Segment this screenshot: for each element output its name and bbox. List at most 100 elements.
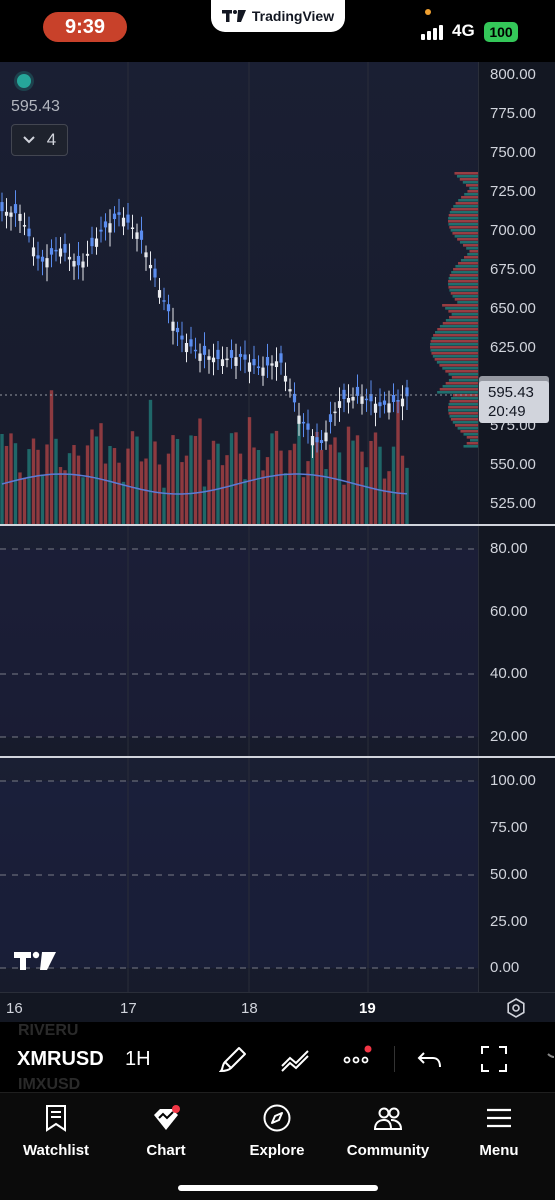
- volume-profile-bar: [452, 295, 478, 298]
- time-label: 19: [359, 1000, 376, 1017]
- brush-icon[interactable]: [219, 1044, 249, 1074]
- candle-body: [130, 227, 135, 229]
- volume-profile-bar: [448, 277, 478, 280]
- rsi-tick: 40.00: [490, 665, 528, 682]
- volume-profile-bar: [448, 286, 478, 289]
- candle-body: [247, 362, 252, 372]
- nav-watchlist[interactable]: Watchlist: [1, 1103, 111, 1163]
- volume-bar: [265, 457, 270, 524]
- nav-community[interactable]: Community: [333, 1103, 443, 1163]
- volume-profile-bar: [448, 373, 478, 376]
- volume-profile-bar: [430, 349, 478, 352]
- volume-bar: [94, 436, 99, 524]
- volume-bar: [63, 470, 67, 524]
- nav-menu[interactable]: Menu: [444, 1103, 554, 1163]
- volume-profile-bar: [434, 358, 478, 361]
- undo-icon[interactable]: [416, 1044, 446, 1074]
- candle-body: [13, 204, 18, 214]
- volume-bar: [171, 435, 175, 524]
- volume-profile-bar: [469, 439, 478, 442]
- volume-bar: [193, 436, 198, 524]
- volume-bar: [256, 450, 261, 524]
- volume-profile-bar: [431, 352, 478, 355]
- time-axis[interactable]: 16 17 18 19: [0, 992, 555, 1022]
- price-chart[interactable]: [0, 62, 478, 524]
- volume-profile-bar: [460, 430, 478, 433]
- volume-profile-bar: [449, 211, 478, 214]
- candle-body: [72, 261, 76, 267]
- candle-body: [378, 402, 382, 407]
- volume-bar: [310, 435, 315, 524]
- volume-bar: [40, 474, 45, 524]
- volume-bar: [382, 478, 387, 524]
- volume-bar: [202, 486, 207, 524]
- volume-profile-bar: [442, 367, 478, 370]
- volume-profile-bar: [453, 205, 478, 208]
- stochastic-scale[interactable]: 100.00 75.00 50.00 25.00 0.00: [478, 758, 555, 992]
- fullscreen-icon[interactable]: [479, 1044, 509, 1074]
- volume-bar: [328, 444, 333, 524]
- price-scale[interactable]: 800.00 775.00 750.00 725.00 700.00 675.0…: [478, 62, 555, 524]
- volume-bar: [274, 430, 279, 524]
- volume-bar: [54, 438, 58, 524]
- settings-gear-icon[interactable]: [506, 998, 526, 1018]
- volume-profile-bar: [461, 196, 478, 199]
- volume-bar: [333, 437, 337, 524]
- candle-body: [229, 350, 234, 358]
- volume-profile: [430, 172, 478, 448]
- hamburger-menu-icon: [487, 1108, 511, 1128]
- candle-body: [400, 398, 405, 407]
- volume-profile-bar: [454, 298, 478, 301]
- volume-profile-bar: [466, 442, 478, 445]
- rsi-scale[interactable]: 80.00 60.00 40.00 20.00: [478, 526, 555, 756]
- community-icon: [373, 1107, 403, 1130]
- candle-body: [391, 395, 396, 402]
- volume-bar: [4, 445, 9, 524]
- ghost-symbol: IMXUSD: [18, 1076, 81, 1093]
- volume-bar: [130, 431, 135, 524]
- indicators-toggle-button[interactable]: 4: [11, 124, 68, 156]
- chevron-down-icon: [23, 136, 35, 144]
- more-options-icon[interactable]: [342, 1044, 372, 1074]
- candle-body: [238, 353, 243, 357]
- price-tick: 675.00: [490, 261, 536, 278]
- volume-bar: [355, 435, 360, 524]
- chart-toolbar: RIVERU XMRUSD IMXUSD 1H: [0, 1022, 555, 1093]
- candle-body: [279, 353, 283, 363]
- candle-body: [180, 335, 184, 340]
- candle-body: [135, 232, 139, 239]
- home-indicator[interactable]: [178, 1185, 378, 1191]
- pane-divider[interactable]: [0, 756, 555, 758]
- chart-icon: [154, 1105, 180, 1130]
- nav-explore[interactable]: Explore: [222, 1103, 332, 1163]
- interval-button[interactable]: 1H: [125, 1048, 151, 1070]
- redo-icon[interactable]: [540, 1044, 555, 1074]
- candle-body: [49, 248, 54, 255]
- stochastic-chart[interactable]: [0, 758, 478, 992]
- candle-body: [4, 211, 9, 216]
- volume-bar: [405, 467, 409, 524]
- candle-body: [319, 440, 324, 443]
- volume-profile-bar: [432, 355, 478, 358]
- candle-body: [337, 401, 342, 408]
- rsi-chart[interactable]: [0, 526, 478, 756]
- volume-bar: [342, 484, 346, 524]
- rsi-tick: 80.00: [490, 540, 528, 557]
- tradingview-watermark-icon: [14, 951, 56, 970]
- nav-community-label: Community: [346, 1142, 430, 1159]
- volume-bar: [180, 462, 184, 524]
- volume-bar: [238, 453, 243, 524]
- volume-profile-bar: [455, 424, 478, 427]
- candle-body: [355, 386, 360, 396]
- volume-profile-bar: [467, 253, 478, 256]
- volume-bar: [103, 463, 108, 524]
- candle-body: [76, 255, 81, 266]
- trend-lines-icon[interactable]: [280, 1044, 310, 1074]
- nav-chart[interactable]: Chart: [111, 1103, 221, 1163]
- volume-bar: [27, 449, 31, 524]
- volume-profile-bar: [434, 331, 478, 334]
- battery-icon: 100: [484, 22, 518, 42]
- volume-bar: [207, 459, 211, 524]
- symbol-button[interactable]: XMRUSD: [17, 1048, 104, 1070]
- pane-divider[interactable]: [0, 524, 555, 526]
